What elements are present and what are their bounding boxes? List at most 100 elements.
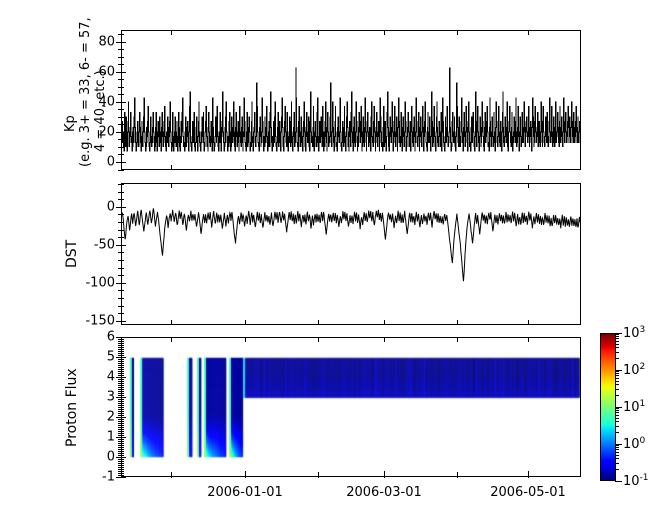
colorbar-tick-minor (615, 408, 619, 410)
colorbar-tick-minor (615, 447, 619, 449)
ytick-minor (118, 267, 124, 269)
ytick-minor (118, 146, 124, 148)
ytick-minor (118, 360, 124, 362)
ytick-minor (118, 370, 124, 372)
ytick-minor (118, 474, 124, 476)
colorbar-tick-minor (615, 340, 619, 342)
ytick-minor (118, 275, 124, 277)
ytick-minor (118, 374, 124, 376)
xtick-major (383, 471, 385, 478)
ytick-minor (118, 392, 124, 394)
kp-line (122, 67, 580, 152)
colorbar-tick-minor (615, 454, 619, 456)
ytick-minor (118, 460, 124, 462)
ytick-minor (118, 290, 124, 292)
ytick-minor (118, 350, 124, 352)
ytick-minor (118, 426, 124, 428)
ytick-major (116, 320, 126, 322)
ytick-minor (118, 414, 124, 416)
ytick-minor (118, 428, 124, 430)
ytick-minor (118, 440, 124, 442)
ytick-major (116, 356, 126, 358)
ytick-label-0: 0 (106, 199, 115, 215)
xtick-label-0: 2006-01-01 (207, 485, 283, 500)
colorbar-tick-minor (615, 412, 619, 414)
ytick-minor (118, 470, 124, 472)
xtick-inner (317, 320, 319, 325)
ytick-minor (118, 64, 124, 66)
colorbar-tick-minor (615, 469, 619, 471)
ytick-major (116, 476, 126, 478)
ytick-label-40: 40 (98, 94, 115, 110)
colorbar-tick-minor (615, 421, 619, 423)
xtick-inner (244, 320, 246, 325)
ytick-label-60: 60 (98, 64, 115, 80)
ytick-minor (118, 191, 124, 193)
xtick-inner (527, 183, 529, 188)
xtick-inner (244, 183, 246, 188)
ytick-label-0: 0 (106, 449, 115, 465)
ytick-minor (118, 184, 124, 186)
ytick-minor (118, 352, 124, 354)
ytick-label-4: 4 (106, 369, 115, 385)
ytick-minor (118, 313, 124, 315)
ytick-label--100: -100 (85, 275, 115, 291)
ytick-major (116, 206, 126, 208)
ytick-minor (118, 154, 124, 156)
xtick-inner (456, 183, 458, 188)
colorbar-tick-minor (615, 336, 619, 338)
ytick-minor (118, 422, 124, 424)
colorbar-tick-minor (615, 462, 619, 464)
ytick-minor (118, 386, 124, 388)
xtick-major (244, 471, 246, 478)
ytick-label-6: 6 (106, 329, 115, 345)
dst-series (122, 208, 580, 282)
ytick-minor (118, 109, 124, 111)
colorbar-tick-minor (615, 425, 619, 427)
ytick-minor (118, 214, 124, 216)
colorbar-tick-minor (615, 417, 619, 419)
ytick-minor (118, 464, 124, 466)
xtick-inner (527, 30, 529, 35)
xtick-inner (456, 320, 458, 325)
ytick-minor (118, 297, 124, 299)
ytick-minor (118, 221, 124, 223)
ytick-major (116, 416, 126, 418)
colorbar-tick-major (615, 369, 622, 371)
colorbar-tick-minor (615, 458, 619, 460)
ytick-minor (118, 448, 124, 450)
xtick-inner (383, 183, 385, 188)
ytick-minor (118, 49, 124, 51)
ytick-minor (118, 388, 124, 390)
ytick-minor (118, 229, 124, 231)
ytick-minor (118, 199, 124, 201)
xtick-inner (527, 320, 529, 325)
ytick-minor (118, 344, 124, 346)
ytick-minor (118, 390, 124, 392)
colorbar-tick-minor (615, 338, 619, 340)
ytick-minor (118, 342, 124, 344)
ytick-minor (118, 382, 124, 384)
ytick-minor (118, 340, 124, 342)
ytick-minor (118, 252, 124, 254)
ytick-label--50: -50 (93, 237, 115, 253)
colorbar-tick-minor (615, 380, 619, 382)
colorbar-tick-minor (615, 334, 619, 336)
ytick-minor (118, 259, 124, 261)
ytick-minor (118, 454, 124, 456)
ytick-minor (118, 438, 124, 440)
colorbar-tick-minor (615, 371, 619, 373)
ytick-label-3: 3 (106, 389, 115, 405)
ytick-minor (118, 468, 124, 470)
ytick-label-80: 80 (98, 34, 115, 50)
colorbar-tick-minor (615, 347, 619, 349)
ytick-minor (118, 400, 124, 402)
colorbar-tick-minor (615, 373, 619, 375)
colorbar-tick-minor (615, 395, 619, 397)
ytick-minor (118, 346, 124, 348)
ytick-minor (118, 354, 124, 356)
colorbar-tick-minor (615, 377, 619, 379)
ytick-minor (118, 362, 124, 364)
xtick-inner (383, 320, 385, 325)
colorbar-tick-major (615, 406, 622, 408)
